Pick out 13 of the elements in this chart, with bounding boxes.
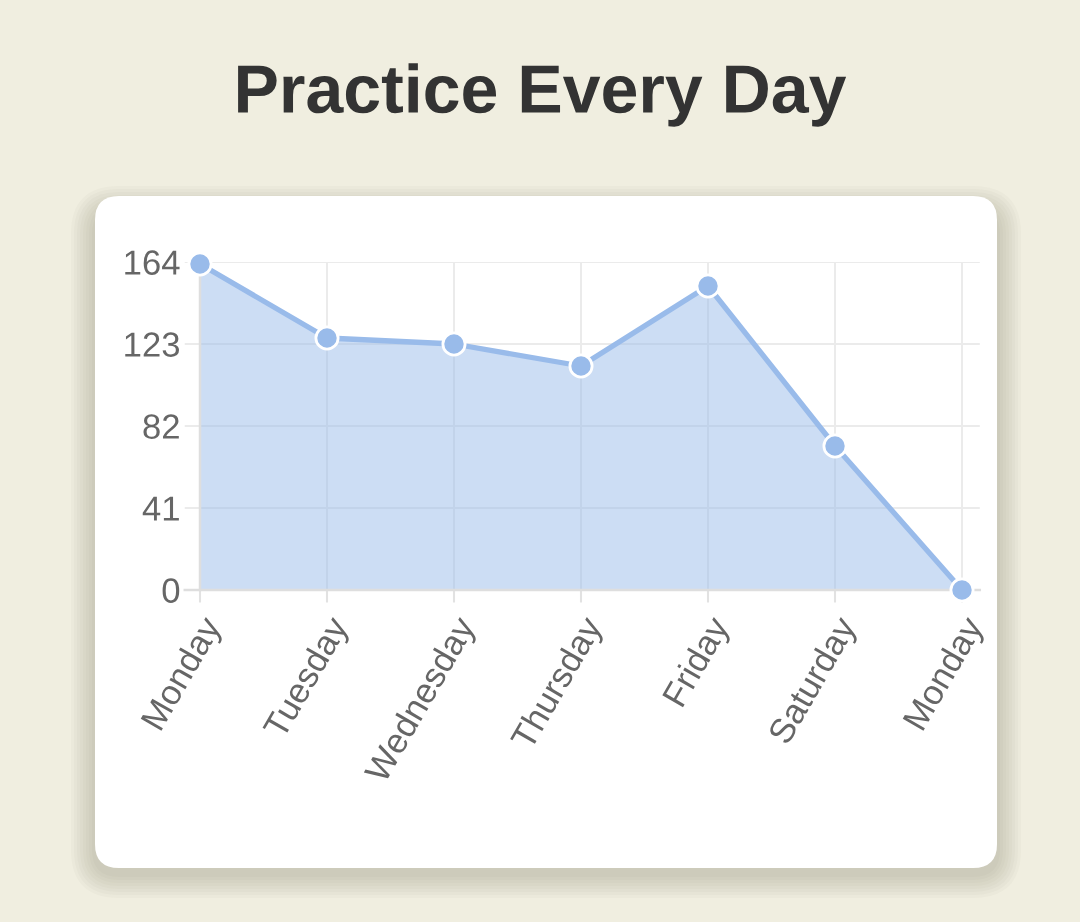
y-tick-label: 123	[125, 332, 180, 357]
point	[568, 353, 594, 379]
point	[441, 331, 467, 357]
y-tick-label: 41	[142, 496, 179, 521]
point	[314, 325, 340, 351]
point	[949, 577, 975, 603]
y-tick-label: 164	[125, 250, 180, 275]
y-tick-label: 0	[162, 578, 180, 603]
point	[187, 251, 213, 277]
y-tick-label: 82	[143, 414, 179, 439]
chart-title: Practice Every Day	[238, 63, 847, 127]
point	[822, 433, 848, 459]
point	[695, 273, 721, 299]
